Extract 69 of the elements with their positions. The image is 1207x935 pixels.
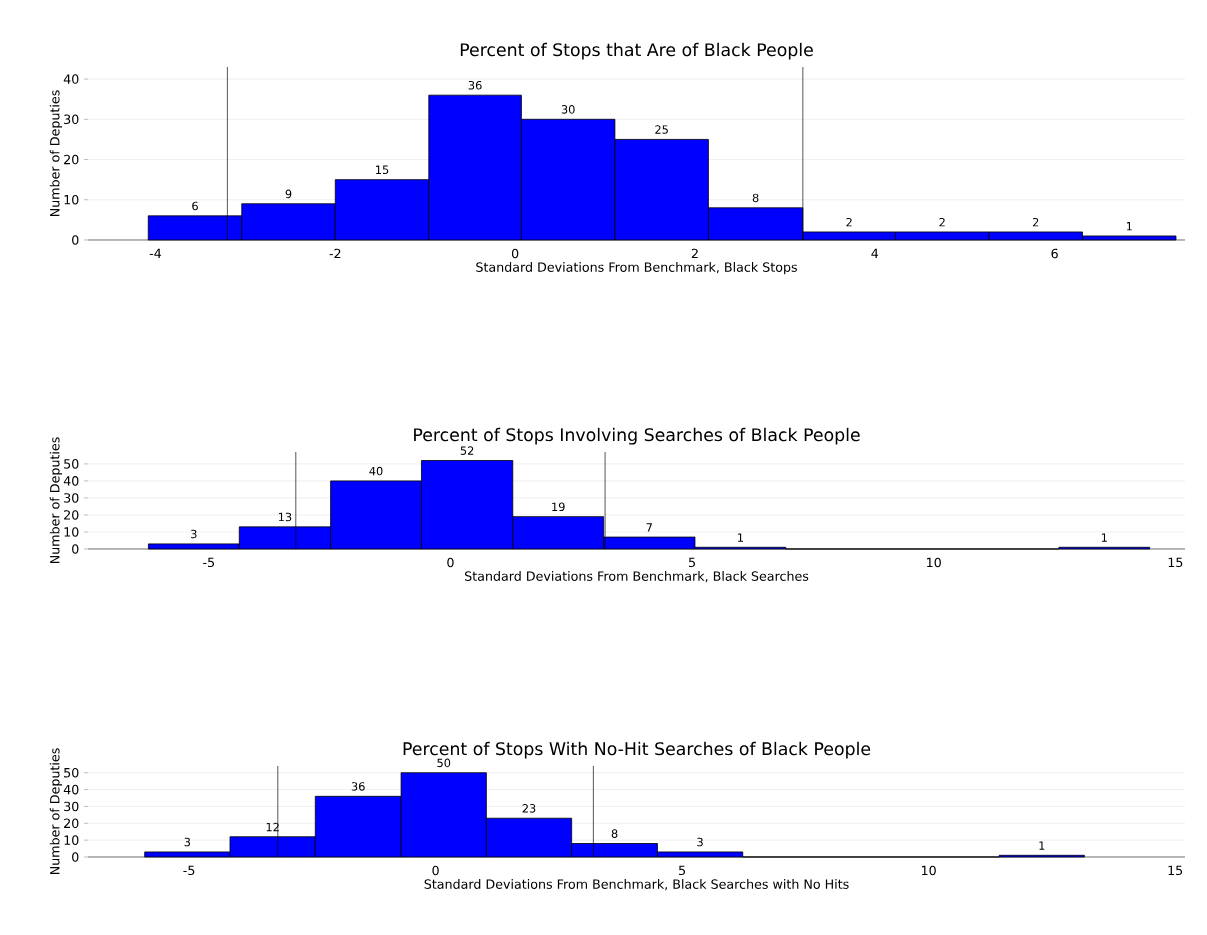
- y-axis-title: Number of Deputies: [49, 748, 63, 875]
- x-tick-label: 10: [927, 557, 941, 568]
- x-axis-title: Standard Deviations From Benchmark, Black Searches with No Hits: [424, 879, 849, 891]
- y-tick-label: 10: [64, 194, 79, 205]
- data-label: 1: [1039, 841, 1045, 850]
- y-axis-title: Number of Deputies: [49, 437, 63, 564]
- x-tick-label: 4: [871, 248, 879, 258]
- x-tick-label: 0: [432, 865, 439, 876]
- data-label: 2: [846, 217, 852, 227]
- data-label: 8: [611, 829, 618, 838]
- data-label: 13: [278, 512, 292, 522]
- data-label: 50: [437, 758, 451, 768]
- x-tick-label: 15: [1168, 557, 1183, 568]
- y-tick-label: 0: [72, 852, 79, 862]
- data-label: 3: [697, 837, 703, 847]
- y-tick-label: 20: [64, 818, 79, 829]
- y-tick-label: 40: [63, 74, 79, 84]
- data-label: 8: [752, 193, 759, 203]
- data-label: 52: [460, 446, 474, 455]
- data-label: 30: [561, 105, 575, 114]
- data-label: 25: [655, 125, 668, 134]
- chart-title: Percent of Stops that Are of Black People: [460, 42, 813, 60]
- y-axis-title: Number of Deputies: [49, 90, 63, 217]
- y-tick-label: 30: [64, 801, 79, 812]
- y-tick-label: 0: [72, 544, 79, 554]
- data-label: 9: [285, 189, 292, 199]
- x-tick-label: 15: [1168, 865, 1183, 876]
- data-label: 36: [351, 782, 365, 791]
- data-label: 2: [939, 217, 945, 227]
- data-label: 6: [192, 201, 198, 211]
- data-label: 7: [646, 523, 652, 532]
- y-tick-label: 30: [64, 493, 79, 503]
- data-label: 12: [266, 822, 279, 832]
- data-label: 3: [191, 529, 197, 539]
- x-axis-title: Standard Deviations From Benchmark, Black Searches: [465, 571, 809, 583]
- chart-title: Percent of Stops With No-Hit Searches of Black People: [403, 741, 871, 759]
- chart-title: Percent of Stops Involving Searches of Black People: [414, 427, 860, 445]
- data-label: 23: [522, 804, 536, 813]
- x-tick-label: 0: [447, 557, 454, 568]
- x-tick-label: -4: [149, 248, 162, 258]
- y-tick-label: 0: [72, 235, 79, 245]
- x-tick-label: -5: [203, 557, 215, 568]
- x-tick-label: 5: [689, 557, 696, 568]
- data-label: 1: [1126, 222, 1132, 231]
- data-label: 1: [738, 533, 743, 542]
- y-tick-label: 40: [63, 476, 79, 486]
- data-label: 15: [376, 165, 389, 175]
- data-label: 36: [468, 80, 482, 90]
- data-label: 40: [369, 466, 383, 476]
- y-tick-label: 50: [64, 459, 79, 469]
- data-label: 3: [184, 837, 191, 847]
- y-tick-label: 40: [63, 784, 79, 795]
- x-tick-label: 10: [921, 865, 936, 876]
- y-tick-label: 10: [64, 835, 79, 845]
- x-tick-label: 6: [1051, 248, 1058, 259]
- x-tick-label: 0: [511, 248, 519, 259]
- data-label: 1: [1101, 533, 1107, 542]
- y-tick-label: 30: [64, 114, 79, 125]
- data-label: 19: [552, 502, 565, 512]
- data-label: 2: [1032, 217, 1039, 227]
- y-tick-label: 50: [64, 767, 79, 778]
- y-tick-label: 20: [64, 510, 79, 520]
- x-tick-label: -5: [183, 865, 195, 876]
- x-tick-label: 2: [691, 248, 698, 259]
- x-tick-label: 5: [679, 865, 686, 876]
- x-axis-title: Standard Deviations From Benchmark, Black Stops: [476, 262, 797, 275]
- x-tick-label: -2: [329, 248, 341, 259]
- y-tick-label: 10: [64, 527, 79, 537]
- y-tick-label: 20: [64, 154, 79, 165]
